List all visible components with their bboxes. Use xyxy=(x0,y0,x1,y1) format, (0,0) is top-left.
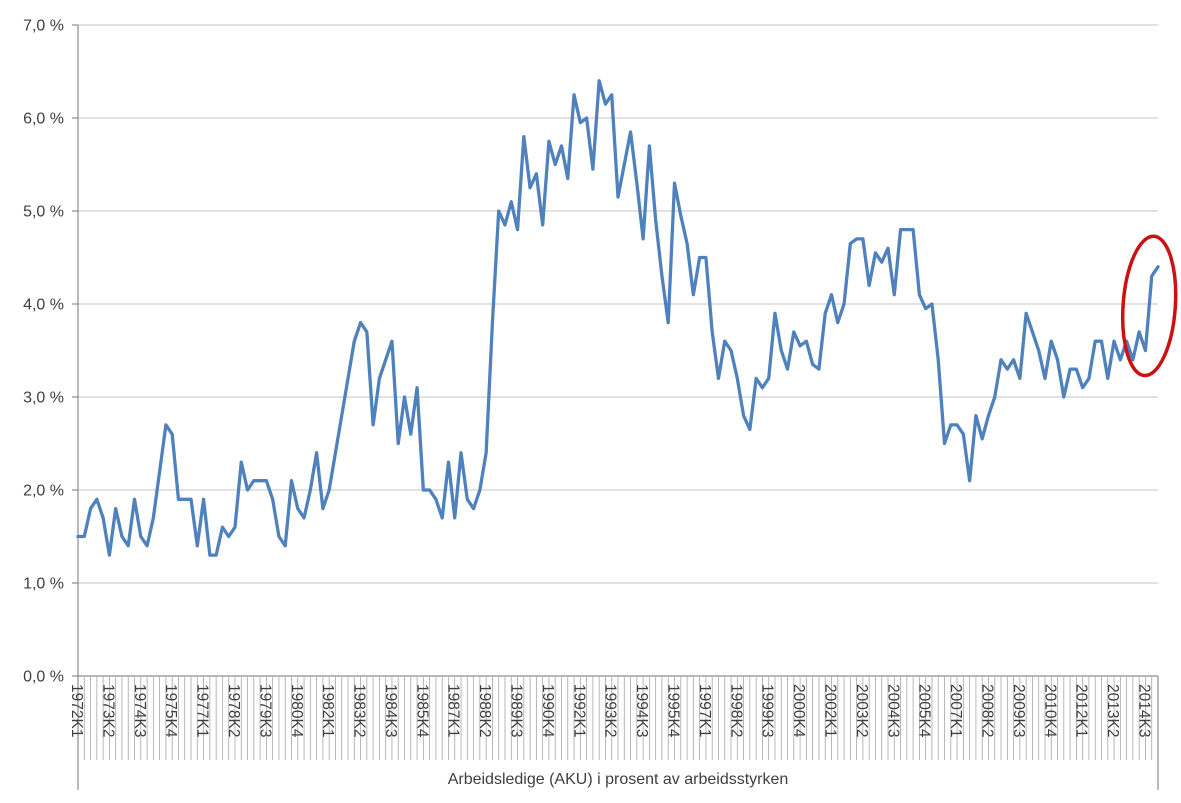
gridlines xyxy=(78,24,1158,584)
x-tick-label: 2013K2 xyxy=(1104,684,1121,737)
x-tick-label: 1997K1 xyxy=(696,684,713,737)
x-tick-label: 1999K3 xyxy=(759,684,776,737)
x-tick-label: 2010K4 xyxy=(1041,684,1058,738)
x-tick-label: 2004K3 xyxy=(884,684,901,737)
x-tick-label: 1992K1 xyxy=(570,684,587,737)
x-tick-label: 1989K3 xyxy=(508,684,525,737)
y-tick-label: 2,0 % xyxy=(23,483,64,500)
y-tick-label: 7,0 % xyxy=(23,18,64,35)
y-axis-labels: 0,0 % 1,0 % 2,0 % 3,0 % 4,0 % 5,0 % 6,0 % 7,0 % xyxy=(23,18,64,686)
x-tick-label: 1972K1 xyxy=(68,684,85,737)
x-tick-label: 1990K4 xyxy=(539,684,556,738)
y-tick-label: 4,0 % xyxy=(23,297,64,314)
x-tick-label: 1974K3 xyxy=(131,684,148,737)
x-tick-label: 1993K2 xyxy=(602,684,619,737)
x-tick-label: 1984K3 xyxy=(382,684,399,737)
y-tick-label: 1,0 % xyxy=(23,576,64,593)
x-axis-labels: 1972K1 1973K2 1974K3 1975K4 1977K1 1978K2 1979… xyxy=(68,684,1152,738)
x-tick-label: 1982K1 xyxy=(319,684,336,737)
x-axis-title: Arbeidsledige (AKU) i prosent av arbeids… xyxy=(448,771,789,788)
x-tick-label: 1985K4 xyxy=(413,684,430,738)
x-tick-label: 1987K1 xyxy=(445,684,462,737)
x-tick-label: 1994K3 xyxy=(633,684,650,737)
x-tick-label: 2012K1 xyxy=(1073,684,1090,737)
x-tick-label: 2000K4 xyxy=(790,684,807,738)
x-tick-label: 1988K2 xyxy=(476,684,493,737)
x-tick-label: 2008K2 xyxy=(978,684,995,737)
x-tick-label: 2003K2 xyxy=(853,684,870,737)
axes xyxy=(72,24,1159,790)
x-tick-label: 1983K2 xyxy=(351,684,368,737)
x-axis-tick-comb xyxy=(77,677,1159,760)
y-tick-label: 3,0 % xyxy=(23,390,64,407)
x-tick-label: 2002K1 xyxy=(821,684,838,737)
x-tick-label: 2005K4 xyxy=(916,684,933,738)
x-tick-label: 1975K4 xyxy=(162,684,179,738)
x-tick-label: 2009K3 xyxy=(1010,684,1027,737)
x-tick-label: 1995K4 xyxy=(665,684,682,738)
x-tick-label: 1977K1 xyxy=(194,684,211,737)
y-tick-label: 6,0 % xyxy=(23,111,64,128)
unemployment-series-line xyxy=(76,79,1160,557)
x-tick-label: 1998K2 xyxy=(727,684,744,737)
y-tick-label: 5,0 % xyxy=(23,204,64,221)
x-tick-label: 1979K3 xyxy=(256,684,273,737)
x-tick-label: 1978K2 xyxy=(225,684,242,737)
x-tick-label: 1973K2 xyxy=(99,684,116,737)
highlight-ellipse-annotation xyxy=(1120,234,1178,378)
x-tick-label: 1980K4 xyxy=(288,684,305,738)
x-tick-label: 2007K1 xyxy=(947,684,964,737)
x-tick-label: 2014K3 xyxy=(1135,684,1152,737)
y-tick-label: 0,0 % xyxy=(23,669,64,686)
